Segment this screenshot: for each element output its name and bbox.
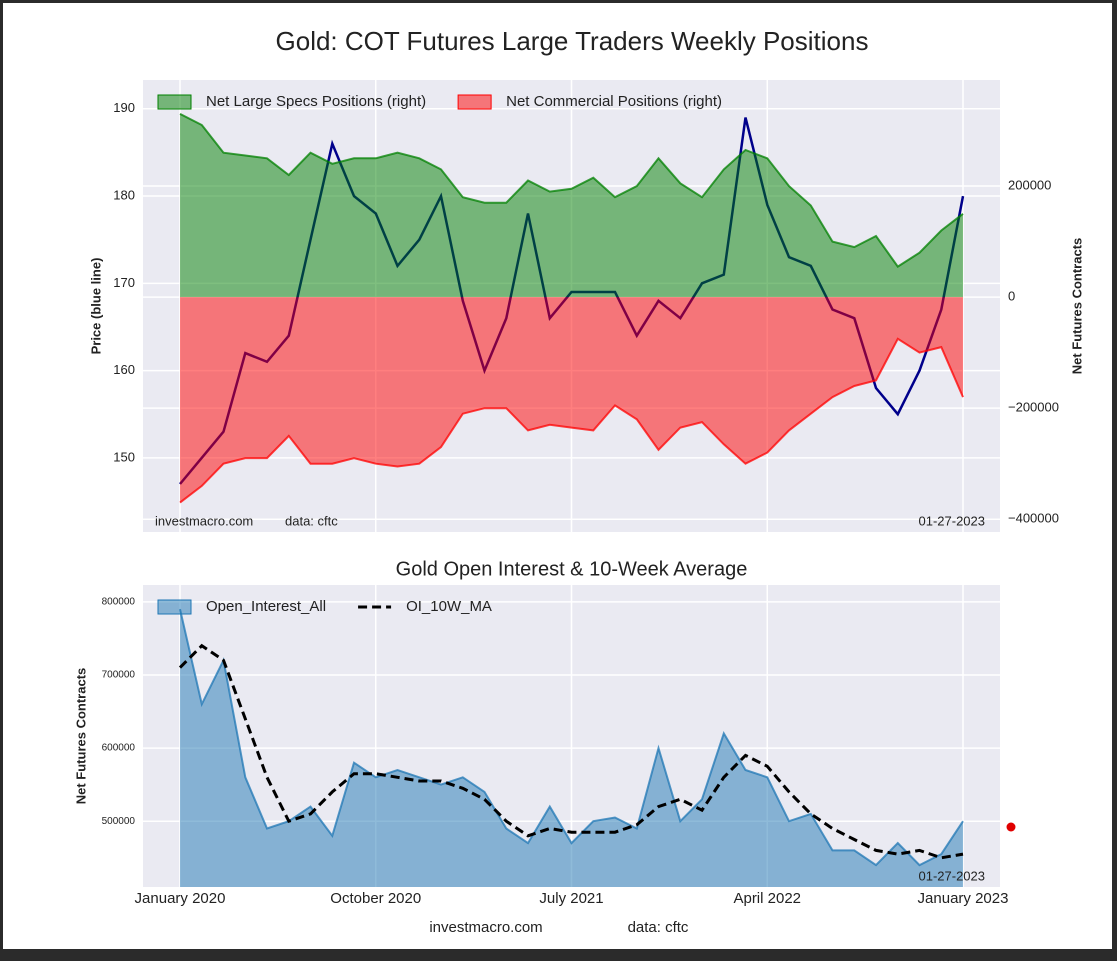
subplot-title: Gold Open Interest & 10-Week Average <box>396 558 748 580</box>
y-tick-label: 600000 <box>102 743 136 754</box>
y2-tick-label: −400000 <box>1008 511 1059 526</box>
y2-tick-label: 200000 <box>1008 177 1051 192</box>
x-tick-label: April 2022 <box>733 890 801 907</box>
annotation: 01-27-2023 <box>919 513 986 528</box>
y-tick-label: 180 <box>113 187 135 202</box>
x-tick-label: July 2021 <box>539 890 603 907</box>
area-edge <box>179 608 964 867</box>
y-tick-label: 700000 <box>102 670 136 681</box>
footer-site: investmacro.com <box>429 919 542 936</box>
y-axis-label: Net Futures Contracts <box>73 668 88 805</box>
legend-swatch <box>157 599 192 615</box>
annotation: data: cftc <box>285 513 338 528</box>
y-tick-label: 800000 <box>102 596 136 607</box>
x-tick-label: January 2020 <box>135 890 226 907</box>
y-axis-label: Price (blue line) <box>88 258 103 355</box>
y-tick-label: 160 <box>113 362 135 377</box>
y-tick-label: 500000 <box>102 816 136 827</box>
legend-swatch <box>157 94 192 110</box>
marker-dot <box>1006 822 1016 832</box>
area-fill <box>180 609 963 887</box>
legend-label: Net Large Specs Positions (right) <box>206 93 426 110</box>
y2-axis-label: Net Futures Contracts <box>1069 238 1084 375</box>
footer-source: data: cftc <box>628 919 689 936</box>
y-tick-label: 150 <box>113 449 135 464</box>
legend-swatch <box>457 94 492 110</box>
y-tick-label: 170 <box>113 275 135 290</box>
legend-label: Open_Interest_All <box>206 598 326 615</box>
legend-label: OI_10W_MA <box>406 598 492 615</box>
annotation: 01-27-2023 <box>919 868 986 883</box>
x-tick-label: January 2023 <box>918 890 1009 907</box>
y2-tick-label: −200000 <box>1008 400 1059 415</box>
y-tick-label: 190 <box>113 100 135 115</box>
annotation: investmacro.com <box>155 513 253 528</box>
area-edge <box>179 337 964 504</box>
x-tick-label: October 2020 <box>330 890 421 907</box>
area-edge <box>179 113 964 268</box>
chart-title: Gold: COT Futures Large Traders Weekly P… <box>276 26 869 56</box>
dashed-line <box>178 643 964 860</box>
legend-label: Net Commercial Positions (right) <box>506 93 722 110</box>
y2-tick-label: 0 <box>1008 289 1015 304</box>
